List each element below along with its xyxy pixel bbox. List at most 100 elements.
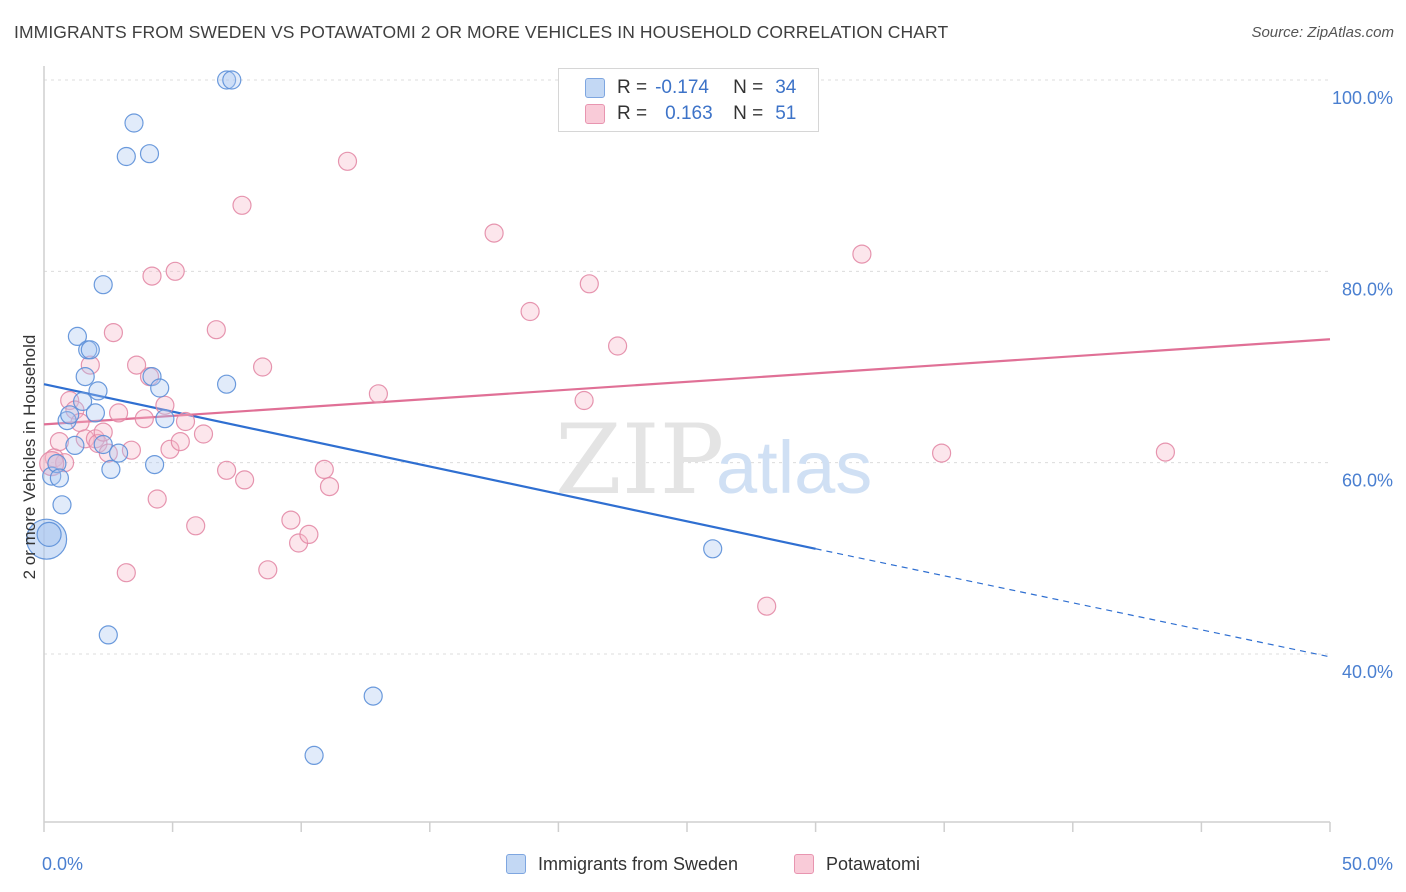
data-point-potawatomi xyxy=(852,244,872,264)
data-point-potawatomi xyxy=(116,563,136,583)
legend-n-label: N = xyxy=(733,103,764,124)
data-point-potawatomi xyxy=(368,384,388,404)
data-point-potawatomi xyxy=(253,357,273,377)
data-point-sweden xyxy=(139,144,160,164)
data-point-potawatomi xyxy=(206,320,226,340)
data-point-potawatomi xyxy=(574,390,594,411)
data-point-potawatomi xyxy=(484,223,504,243)
bottom-legend-swatch-sweden xyxy=(506,854,526,874)
data-points xyxy=(25,70,1176,766)
data-point-potawatomi xyxy=(299,524,319,545)
data-point-potawatomi xyxy=(337,151,358,171)
data-point-sweden xyxy=(150,378,170,398)
data-point-sweden xyxy=(703,539,723,559)
y-tick-label: 100.0% xyxy=(1332,88,1393,108)
data-point-sweden xyxy=(304,745,324,766)
data-point-potawatomi xyxy=(520,301,540,322)
data-point-potawatomi xyxy=(75,429,95,449)
legend-r-value: 0.163 xyxy=(665,103,713,124)
y-tick-labels: 40.0% 60.0% 80.0% 100.0% xyxy=(1332,88,1393,682)
data-point-sweden xyxy=(101,459,121,479)
data-point-sweden xyxy=(88,381,108,401)
legend-r-label: R = xyxy=(617,77,648,98)
data-point-potawatomi xyxy=(155,395,175,415)
trendline-potawatomi xyxy=(43,338,1331,426)
data-point-potawatomi xyxy=(49,432,70,452)
y-axis-title: 2 or more Vehicles in Household xyxy=(20,335,39,580)
legend-swatch-potawatomi xyxy=(585,104,605,124)
data-point-sweden xyxy=(60,405,80,425)
legend-r-label: R = xyxy=(617,103,648,124)
data-point-sweden xyxy=(222,70,242,90)
data-point-potawatomi xyxy=(1155,442,1176,462)
data-point-sweden xyxy=(47,454,67,474)
trendlines xyxy=(43,338,1331,658)
data-point-sweden xyxy=(93,434,113,455)
data-point-potawatomi xyxy=(80,355,100,375)
data-point-potawatomi xyxy=(931,443,952,463)
trendline-sweden xyxy=(43,383,816,550)
y-tick-label: 80.0% xyxy=(1342,279,1393,299)
legend-row-potawatomi: R = 0.163 N = 51 xyxy=(585,102,796,126)
bottom-legend-swatch-potawatomi xyxy=(794,854,814,874)
correlation-legend: R = -0.174 N = 34 R = 0.163 N = 51 xyxy=(558,68,819,132)
data-point-potawatomi xyxy=(127,355,147,375)
x-tick-labels: 0.0% 50.0% xyxy=(42,854,1393,874)
data-point-potawatomi xyxy=(217,460,237,480)
data-point-sweden xyxy=(363,686,383,706)
axes xyxy=(43,66,1331,832)
legend-n-value: 51 xyxy=(775,103,797,124)
data-point-potawatomi xyxy=(607,336,628,356)
data-point-sweden xyxy=(36,521,62,548)
gridlines xyxy=(44,79,1330,655)
data-point-sweden xyxy=(49,468,70,488)
data-point-sweden xyxy=(52,495,72,515)
data-point-sweden xyxy=(42,466,62,486)
legend-r-value: -0.174 xyxy=(655,77,709,98)
chart-title: IMMIGRANTS FROM SWEDEN VS POTAWATOMI 2 O… xyxy=(14,22,949,42)
data-point-potawatomi xyxy=(134,409,154,429)
watermark: ZIP atlas xyxy=(555,404,872,516)
legend-row-sweden: R = -0.174 N = 34 xyxy=(585,76,796,100)
data-point-potawatomi xyxy=(314,459,334,479)
data-point-potawatomi xyxy=(579,274,599,294)
y-tick-label: 40.0% xyxy=(1342,662,1393,682)
x-tick-label: 50.0% xyxy=(1342,854,1393,874)
data-point-sweden xyxy=(124,113,144,133)
data-point-sweden xyxy=(217,374,237,394)
data-point-sweden xyxy=(93,275,113,295)
data-point-sweden xyxy=(67,326,88,346)
source-label: Source: ZipAtlas.com xyxy=(1251,24,1394,41)
watermark-zip: ZIP xyxy=(555,404,724,516)
legend-swatch-sweden xyxy=(585,78,605,98)
data-point-sweden xyxy=(217,70,237,90)
data-point-sweden xyxy=(142,367,162,387)
bottom-legend-label-sweden: Immigrants from Sweden xyxy=(538,853,739,874)
watermark-atlas: atlas xyxy=(716,426,872,509)
data-point-potawatomi xyxy=(160,439,180,459)
data-point-sweden xyxy=(145,455,165,475)
data-point-potawatomi xyxy=(175,411,196,432)
data-point-sweden xyxy=(85,403,106,423)
data-point-potawatomi xyxy=(232,195,252,215)
data-point-potawatomi xyxy=(103,323,124,343)
legend-n-value: 34 xyxy=(775,77,797,98)
data-point-potawatomi xyxy=(281,510,301,530)
data-point-potawatomi xyxy=(757,596,777,616)
data-point-potawatomi xyxy=(170,432,190,452)
data-point-sweden xyxy=(65,435,85,455)
data-point-potawatomi xyxy=(108,403,129,423)
data-point-sweden xyxy=(108,443,129,463)
data-point-potawatomi xyxy=(193,424,214,444)
x-tick-label: 0.0% xyxy=(42,854,83,874)
data-point-potawatomi xyxy=(235,470,255,490)
data-point-potawatomi xyxy=(147,489,167,509)
bottom-legend-sweden: Immigrants from Sweden xyxy=(506,852,738,876)
data-point-potawatomi xyxy=(186,516,206,536)
legend-n-label: N = xyxy=(733,77,764,98)
data-point-potawatomi xyxy=(142,266,162,286)
data-point-potawatomi xyxy=(165,261,185,281)
data-point-sweden xyxy=(155,409,175,429)
data-point-sweden xyxy=(75,367,95,387)
